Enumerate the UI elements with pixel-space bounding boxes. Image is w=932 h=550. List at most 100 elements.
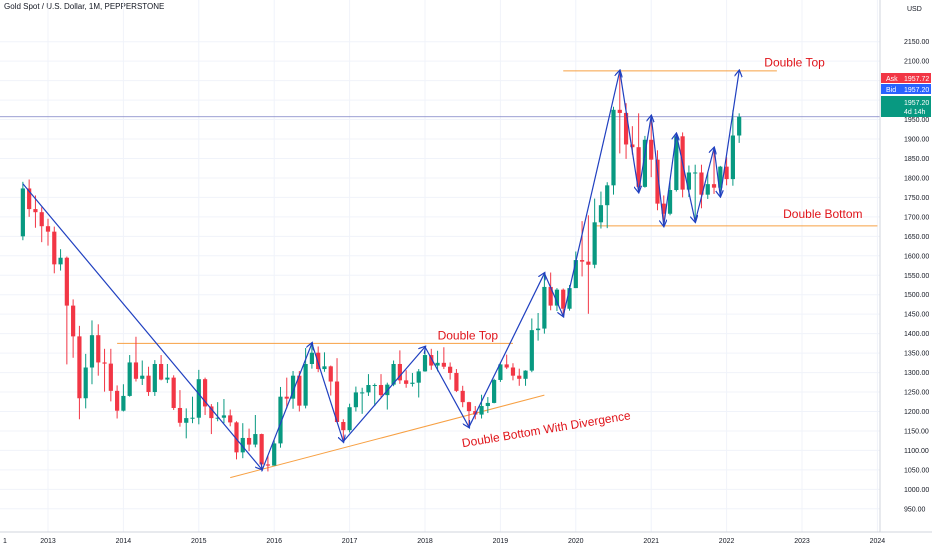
price-axis[interactable]: USD 2150.002100.002050.002000.001950.001… (879, 0, 932, 532)
price-tick-label: 1300.00 (904, 370, 929, 377)
ask-value: 1957.72 (904, 76, 929, 83)
price-tick-label: 1700.00 (904, 214, 929, 221)
price-tick-label: 1950.00 (904, 117, 929, 124)
candle-body (71, 305, 76, 337)
candle-body (718, 166, 723, 188)
candle-body (561, 289, 566, 309)
trend-arrow (650, 115, 664, 226)
price-tick-label: 1100.00 (904, 448, 929, 455)
time-axis[interactable]: 1 2013 2014 2015 2016 2017 2018 2019 2020 2021 202… (0, 531, 932, 545)
candle-body (221, 415, 227, 418)
time-tick-label: 2016 (266, 538, 282, 545)
candle-body (460, 390, 465, 403)
time-tick-label: 2017 (342, 538, 358, 545)
price-tick-label: 1050.00 (904, 467, 929, 474)
candle-body (404, 380, 409, 384)
candle-body (108, 363, 113, 391)
candle-body (536, 328, 541, 331)
candle-body (397, 363, 402, 381)
candle-body (290, 375, 296, 399)
time-tick-label: 2024 (870, 538, 886, 545)
price-tick-label: 1900.00 (904, 137, 929, 144)
trend-arrows (22, 70, 739, 472)
candle-body (674, 136, 679, 191)
currency-label: USD (907, 6, 922, 13)
bid-label: Bid (886, 87, 896, 94)
candle-body (309, 352, 314, 364)
candle-body (259, 434, 264, 465)
candle-body (441, 362, 446, 367)
candle-body (416, 371, 421, 383)
double-bottom-2021-label: Double Bottom (783, 207, 862, 221)
price-tick-label: 1500.00 (904, 292, 929, 299)
trend-arrow (22, 183, 262, 469)
price-tick-label: 1200.00 (904, 409, 929, 416)
candle-body (699, 172, 704, 195)
candle-body (661, 203, 666, 214)
price-tick-label: 2150.00 (904, 39, 929, 46)
time-tick-label: 2020 (568, 538, 584, 545)
price-tick-label: 1600.00 (904, 253, 929, 260)
candle-body (429, 355, 434, 366)
candle-body (617, 109, 622, 113)
candle-body (724, 166, 729, 180)
candle-body (33, 209, 38, 213)
candle-body (498, 364, 503, 380)
price-tick-label: 1000.00 (904, 487, 929, 494)
candle-body (152, 363, 157, 393)
price-tick-label: 2100.00 (904, 59, 929, 66)
candle-body (102, 362, 107, 364)
time-tick-label: 2015 (191, 538, 207, 545)
candle-body (523, 370, 528, 379)
candle-body (586, 261, 591, 265)
grid (0, 0, 880, 532)
candle-body (492, 379, 497, 403)
trend-arrow (638, 116, 652, 193)
candle-body (246, 437, 252, 445)
candle-body (140, 375, 145, 379)
candle-body (20, 188, 25, 237)
candle-body (190, 417, 195, 419)
candle-body (737, 116, 742, 136)
candle-body (517, 375, 522, 379)
candle-body (196, 379, 201, 418)
price-tick-label: 1400.00 (904, 331, 929, 338)
candle-body (89, 335, 95, 368)
bid-tag (881, 84, 931, 94)
double-top-2016-label: Double Top (438, 328, 499, 342)
candle-body (234, 422, 239, 453)
time-tick-label: 2022 (719, 538, 735, 545)
price-tick-label: 1150.00 (904, 428, 929, 435)
candle-body (146, 375, 151, 393)
time-tick-label: 1 (3, 538, 7, 545)
candle-body (83, 367, 88, 399)
candle-body (542, 286, 547, 329)
trend-arrow (261, 343, 312, 472)
time-tick-label: 2018 (417, 538, 433, 545)
candle-body (510, 367, 516, 376)
price-tick-label: 1750.00 (904, 195, 929, 202)
candle-body (278, 396, 283, 444)
candle-body (667, 190, 673, 214)
candle-body (253, 434, 258, 445)
price-tick-label: 1350.00 (904, 351, 929, 358)
time-tick-label: 2023 (794, 538, 810, 545)
candle-body (485, 402, 490, 407)
candle-body (353, 392, 358, 408)
candle-body (378, 385, 384, 396)
ask-tag (881, 73, 931, 83)
candle-body (121, 395, 126, 411)
candle-body (529, 330, 534, 371)
chart-title: Gold Spot / U.S. Dollar, 1M, PEPPERSTONE (4, 2, 165, 11)
candle-body (284, 396, 289, 399)
last-price-value: 1957.20 (904, 100, 929, 107)
annotations: Double Top Double Bottom Double Top Doub… (438, 56, 863, 451)
trend-arrow (694, 148, 714, 222)
candle-body (177, 407, 183, 423)
candle-body (479, 406, 484, 415)
candle-body (410, 382, 415, 384)
trend-arrow (562, 71, 620, 317)
candle-body (58, 257, 63, 265)
trend-arrow (619, 70, 639, 192)
